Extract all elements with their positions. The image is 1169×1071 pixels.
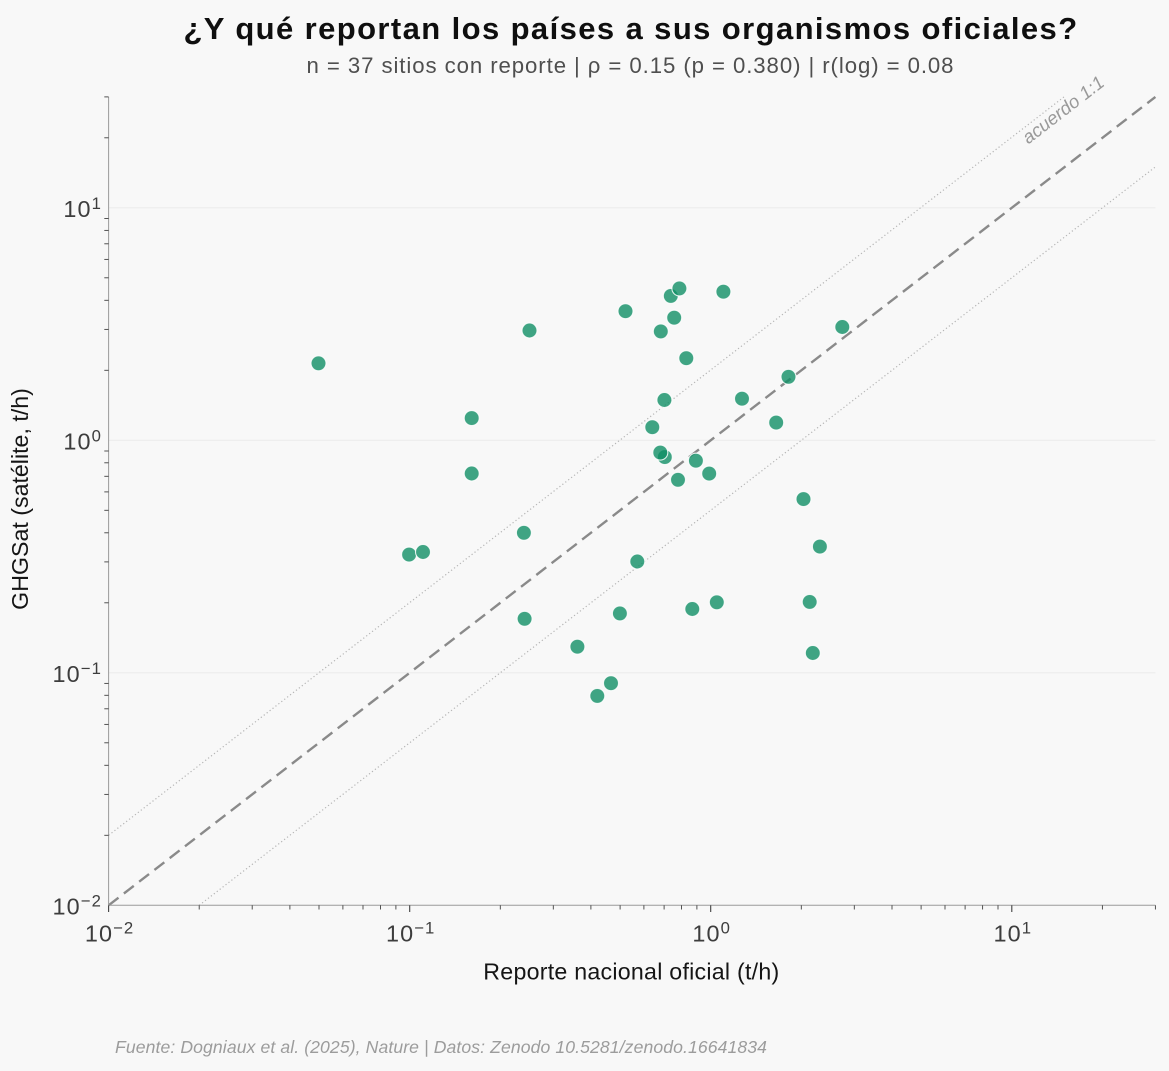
- svg-text:Fuente: Dogniaux et al. (2025): Fuente: Dogniaux et al. (2025), Nature |…: [115, 1037, 767, 1057]
- svg-text:Reporte nacional oficial (t/h): Reporte nacional oficial (t/h): [483, 958, 779, 984]
- svg-text:GHGSat (satélite, t/h): GHGSat (satélite, t/h): [7, 388, 33, 610]
- svg-text:n = 37 sitios con reporte | ρ: n = 37 sitios con reporte | ρ = 0.15 (p …: [307, 53, 955, 78]
- svg-text:¿Y qué reportan los países a s: ¿Y qué reportan los países a sus organis…: [183, 11, 1078, 46]
